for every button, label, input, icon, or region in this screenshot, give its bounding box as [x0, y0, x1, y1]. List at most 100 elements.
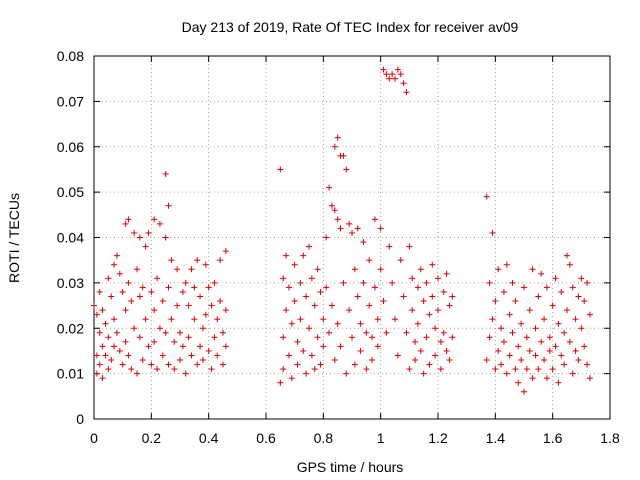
data-point [521, 388, 527, 395]
data-point [311, 302, 318, 309]
data-point [111, 316, 118, 323]
data-point [280, 366, 287, 373]
data-point [328, 302, 335, 309]
data-point [386, 243, 393, 250]
data-point [403, 89, 410, 96]
data-point [351, 266, 358, 273]
data-point [323, 234, 330, 241]
data-point [122, 220, 129, 227]
data-point [283, 252, 290, 259]
data-point [148, 288, 155, 295]
data-point [538, 338, 545, 345]
data-point [280, 334, 287, 341]
data-point [366, 302, 373, 309]
data-point [113, 252, 120, 259]
data-point [346, 307, 353, 314]
data-point [93, 370, 100, 377]
data-point [314, 266, 321, 273]
data-point [306, 325, 312, 332]
data-point [308, 352, 315, 359]
data-point [171, 338, 178, 345]
data-point [443, 347, 450, 354]
data-point [383, 329, 390, 336]
data-point [96, 329, 103, 336]
data-point [446, 302, 453, 309]
data-point [561, 329, 568, 336]
data-point [185, 334, 192, 341]
x-tick-label: 1 [377, 430, 385, 446]
data-point [182, 279, 189, 286]
data-point [93, 352, 100, 359]
data-point [552, 343, 559, 350]
data-point [294, 338, 301, 345]
data-point [403, 329, 410, 336]
data-point [142, 243, 149, 250]
data-point [392, 75, 398, 82]
data-point [185, 302, 192, 309]
data-point [222, 343, 229, 350]
data-point [386, 75, 393, 82]
data-point [334, 216, 341, 223]
data-point [119, 288, 126, 295]
data-point [168, 316, 175, 323]
data-point [377, 225, 384, 232]
data-point [498, 361, 505, 368]
chart-title: Day 213 of 2019, Rate Of TEC Index for r… [182, 19, 519, 35]
data-point [311, 366, 318, 373]
data-point [148, 361, 155, 368]
data-point [303, 293, 310, 300]
data-point [569, 284, 576, 291]
data-point [512, 298, 519, 305]
data-point [409, 275, 416, 282]
data-point [443, 270, 450, 277]
data-point [581, 343, 588, 350]
data-point [351, 361, 358, 368]
data-point [214, 316, 221, 323]
data-point [134, 370, 140, 377]
data-point [575, 293, 582, 300]
data-point [119, 361, 126, 368]
data-point [555, 320, 562, 327]
data-point [432, 325, 439, 332]
data-point [99, 343, 106, 350]
data-point [371, 284, 378, 291]
data-point [529, 375, 536, 382]
data-point [197, 343, 204, 350]
data-point [222, 307, 229, 314]
data-point [566, 338, 573, 345]
data-point [546, 334, 553, 341]
x-tick-label: 0.2 [142, 430, 162, 446]
data-point [506, 352, 513, 359]
data-point [191, 284, 198, 291]
data-point [500, 288, 507, 295]
data-point [558, 352, 565, 359]
data-point [346, 220, 353, 227]
data-point [194, 257, 201, 264]
data-point [383, 71, 390, 78]
data-point [220, 361, 226, 368]
data-point [134, 266, 140, 273]
data-point [446, 357, 453, 364]
data-point [188, 352, 195, 359]
x-tick-label: 1.2 [428, 430, 448, 446]
data-point [217, 298, 224, 305]
data-point [360, 239, 367, 246]
data-point [303, 370, 310, 377]
data-point [509, 329, 516, 336]
data-point [188, 266, 195, 273]
data-point [205, 347, 212, 354]
data-point [288, 375, 295, 382]
data-point [412, 338, 419, 345]
data-point [177, 357, 183, 364]
data-point [392, 316, 398, 323]
x-tick-label: 0.8 [314, 430, 334, 446]
data-point [102, 352, 109, 359]
data-point [363, 366, 370, 373]
data-point [102, 320, 109, 327]
data-point [331, 143, 338, 150]
data-point [91, 302, 97, 309]
data-point [417, 266, 424, 273]
data-point [509, 279, 516, 286]
